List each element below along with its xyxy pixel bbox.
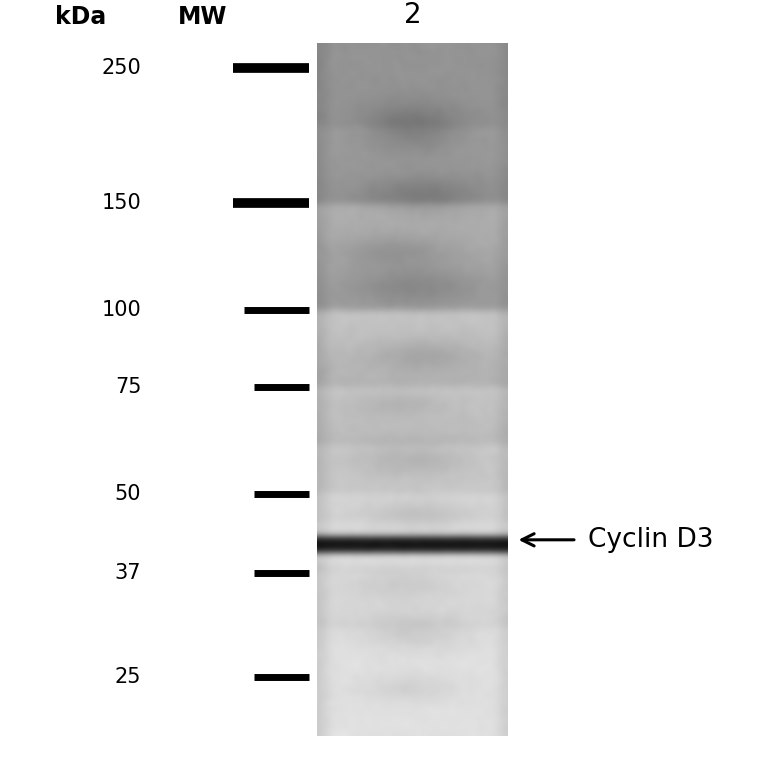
Text: 2: 2 <box>403 1 422 29</box>
Text: 75: 75 <box>115 377 141 397</box>
Text: 100: 100 <box>102 300 141 320</box>
Text: Cyclin D3: Cyclin D3 <box>588 527 714 553</box>
Text: 25: 25 <box>115 667 141 687</box>
Text: 150: 150 <box>102 193 141 213</box>
Text: kDa: kDa <box>54 5 106 29</box>
Text: 50: 50 <box>115 484 141 503</box>
Text: 250: 250 <box>102 58 141 78</box>
Text: MW: MW <box>178 5 227 29</box>
Text: 37: 37 <box>115 563 141 584</box>
